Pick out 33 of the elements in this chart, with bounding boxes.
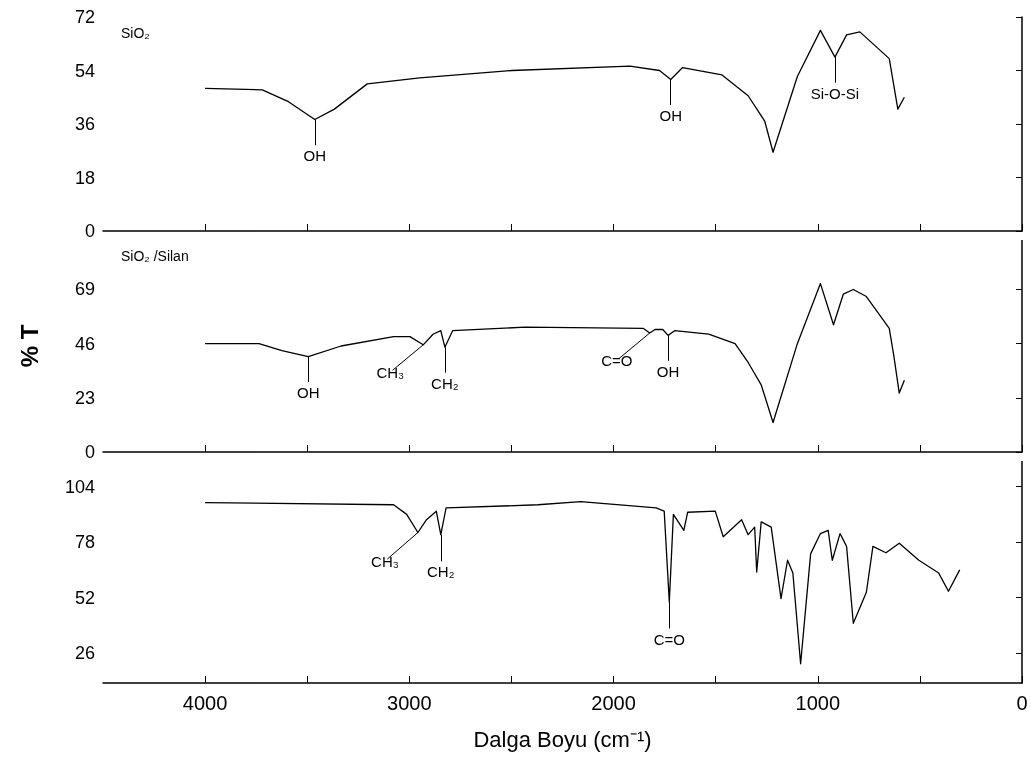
y-tick-label: 72 [74, 7, 95, 27]
y-tick-label: 54 [74, 60, 95, 81]
y-tick-label: 36 [74, 114, 95, 134]
y-tick-label: 26 [74, 643, 95, 664]
annotation: CH₃ [376, 363, 405, 381]
y-axis-title: % T [15, 324, 43, 368]
y-tick-label: 52 [74, 587, 95, 608]
y-tick-label: 46 [74, 333, 95, 354]
y-tick-label: 0 [84, 221, 95, 241]
x-tick-label: 4000 [182, 692, 228, 714]
y-tick-label: 0 [84, 442, 95, 462]
annotation: OH [296, 384, 320, 402]
annotation: Si-O-Si [810, 84, 860, 102]
y-tick-label: 18 [74, 167, 95, 188]
x-axis-title: Dalga Boyu (cm⁻¹) [473, 726, 652, 752]
y-tick-label: 23 [74, 387, 95, 408]
annotation: CH₂ [427, 563, 455, 581]
annotation: OH [656, 362, 680, 380]
text: SiO₂ [121, 25, 150, 41]
annotation: OH [303, 147, 327, 165]
y-tick-label: 104 [64, 476, 95, 497]
annotation: CH₃ [371, 552, 399, 570]
x-tick-label: 1000 [795, 692, 841, 714]
annotation: C=O [601, 351, 633, 369]
x-tick-label: 0 [1016, 692, 1028, 714]
annotation: C=O [653, 630, 685, 648]
x-tick-label: 3000 [387, 692, 432, 714]
x-tick-label: 2000 [591, 692, 636, 714]
annotation: CH₂ [431, 374, 459, 392]
annotation: OH [659, 107, 682, 125]
y-tick-label: 78 [74, 532, 95, 553]
y-tick-label: 69 [74, 279, 95, 300]
text: SiO₂ /Silan [121, 248, 189, 264]
